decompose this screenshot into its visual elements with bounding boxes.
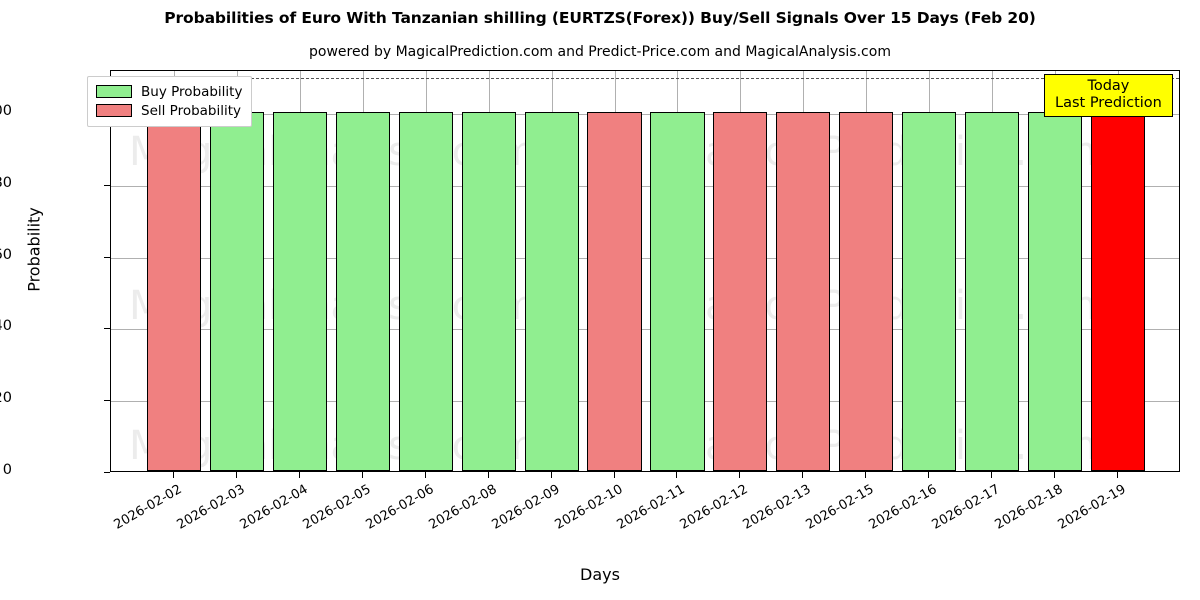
y-axis-label: Probability [24,207,44,292]
x-tick-mark [1054,472,1056,478]
y-tick-label: 80 [0,174,12,191]
x-tick-mark [739,472,741,478]
gridline-horizontal [111,257,1179,259]
bar-2026-02-15-sell [839,112,894,471]
y-tick-mark [104,256,110,258]
y-tick-mark [104,400,110,402]
bar-2026-02-12-sell [713,112,768,471]
x-tick-mark [361,472,363,478]
chart-title: Probabilities of Euro With Tanzanian shi… [164,9,1036,27]
bar-2026-02-18-buy [1028,112,1083,471]
bar-2026-02-16-buy [902,112,957,471]
reference-dashed-line [111,78,1179,80]
plot-area: MagicalAnalysis.comMagicalPrediction.com… [110,70,1180,472]
legend-item: Sell Probability [96,101,242,120]
x-tick-mark [487,472,489,478]
gridline-horizontal [111,185,1179,187]
bar-2026-02-19-today [1090,112,1146,471]
y-tick-label: 60 [0,246,12,263]
y-tick-label: 40 [0,318,12,335]
legend-swatch [96,85,132,98]
bar-2026-02-09-buy [524,112,579,471]
y-tick-label: 0 [2,462,12,478]
x-tick-mark [991,472,993,478]
x-tick-mark [424,472,426,478]
x-tick-mark [802,472,804,478]
bar-2026-02-17-buy [965,112,1020,471]
y-tick-mark [104,184,110,186]
x-tick-mark [235,472,237,478]
gridline-horizontal [111,401,1179,403]
bar-2026-02-03-buy [209,112,264,471]
x-tick-mark [928,472,930,478]
gridline-horizontal [111,329,1179,331]
bar-2026-02-13-sell [776,112,831,471]
y-tick-mark [104,472,110,473]
today-annotation: Today Last Prediction [1044,74,1173,118]
legend-label: Buy Probability [141,83,243,100]
today-annotation-line2: Last Prediction [1055,95,1162,112]
x-tick-mark [1117,472,1119,478]
legend-label: Sell Probability [141,102,242,119]
chart-legend: Buy Probability Sell Probability [87,76,253,127]
x-axis-label: Days [580,565,620,584]
today-annotation-line1: Today [1087,78,1130,94]
y-tick-mark [104,328,110,330]
bar-2026-02-04-buy [272,112,327,471]
x-tick-mark [676,472,678,478]
bar-2026-02-11-buy [650,112,705,471]
bar-2026-02-08-buy [461,112,516,471]
x-tick-mark [298,472,300,478]
chart-subtitle: powered by MagicalPrediction.com and Pre… [309,44,891,60]
gridline-horizontal [111,114,1179,116]
bar-2026-02-10-sell [587,112,642,471]
y-tick-label: 20 [0,390,12,407]
legend-item: Buy Probability [96,82,242,101]
x-tick-mark [865,472,867,478]
x-tick-mark [550,472,552,478]
legend-swatch [96,104,132,117]
x-tick-mark [172,472,174,478]
bar-2026-02-06-buy [398,112,453,471]
y-tick-label: 100 [0,103,12,120]
bar-2026-02-02-sell [146,112,201,471]
x-tick-mark [613,472,615,478]
bar-2026-02-05-buy [335,112,390,471]
